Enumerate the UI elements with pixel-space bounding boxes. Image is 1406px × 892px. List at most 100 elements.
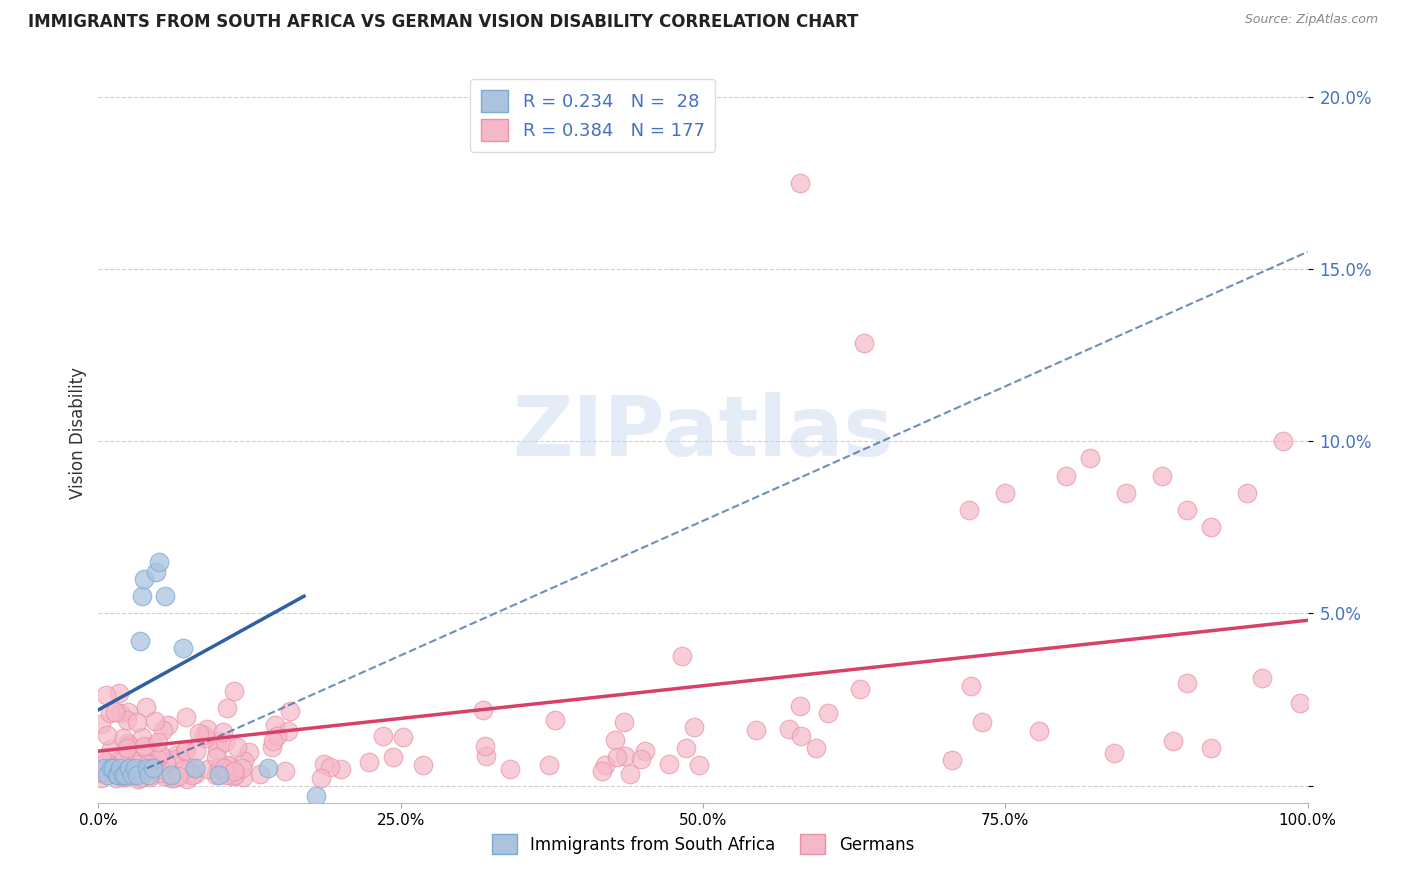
Point (658, 756, 681, 771)
Point (114, 768, 136, 782)
Point (146, 751, 169, 765)
Point (124, 768, 146, 782)
Point (538, 757, 561, 772)
Point (593, 758, 616, 772)
Point (153, 589, 176, 603)
Point (778, 722, 800, 736)
Point (136, 757, 159, 772)
Point (305, 789, 328, 803)
Point (94, 688, 117, 702)
Point (108, 761, 131, 775)
Point (139, 756, 162, 770)
Point (274, 764, 297, 778)
Point (163, 772, 186, 786)
Point (1102, 746, 1125, 760)
Point (121, 764, 143, 778)
Text: ZIPatlas: ZIPatlas (513, 392, 893, 473)
Point (209, 759, 232, 773)
Point (112, 752, 135, 766)
Point (91, 764, 114, 779)
Point (195, 722, 218, 736)
Point (156, 717, 179, 731)
Point (98, 706, 121, 721)
Point (148, 735, 170, 749)
Point (205, 742, 228, 756)
Point (148, 765, 170, 780)
Point (172, 640, 194, 655)
Point (124, 766, 146, 780)
Point (139, 770, 162, 784)
Text: Source: ZipAtlas.com: Source: ZipAtlas.com (1244, 13, 1378, 27)
Point (107, 768, 129, 782)
Point (260, 739, 283, 754)
Point (173, 762, 195, 776)
Point (688, 757, 710, 772)
Point (127, 768, 149, 782)
Point (127, 755, 149, 769)
Point (222, 683, 245, 698)
Point (193, 731, 215, 745)
Point (849, 681, 872, 696)
Point (1199, 740, 1222, 755)
Point (124, 764, 146, 778)
Point (111, 770, 134, 784)
Point (277, 724, 299, 739)
Point (1175, 676, 1198, 690)
Point (141, 761, 163, 775)
Point (1272, 434, 1295, 449)
Point (127, 772, 149, 786)
Point (957, 503, 980, 517)
Point (180, 768, 202, 782)
Point (135, 699, 157, 714)
Point (1161, 734, 1184, 748)
Point (165, 747, 187, 762)
Point (90, 771, 112, 785)
Point (100, 742, 122, 756)
Point (108, 756, 131, 771)
Point (318, 760, 340, 774)
Point (249, 767, 271, 781)
Point (142, 761, 165, 775)
Point (135, 758, 157, 772)
Point (105, 771, 128, 785)
Point (231, 761, 253, 775)
Point (1236, 486, 1258, 500)
Y-axis label: Vision Disability: Vision Disability (69, 367, 87, 499)
Point (174, 710, 197, 724)
Point (124, 757, 146, 772)
Point (214, 735, 236, 749)
Point (994, 486, 1017, 500)
Point (149, 747, 172, 761)
Point (117, 738, 139, 752)
Point (357, 755, 380, 769)
Point (112, 731, 135, 745)
Point (153, 769, 176, 783)
Point (111, 763, 134, 777)
Point (110, 706, 132, 720)
Point (108, 753, 131, 767)
Point (474, 739, 496, 753)
Point (233, 754, 256, 768)
Point (128, 634, 150, 648)
Point (124, 761, 146, 775)
Point (544, 714, 567, 728)
Point (1078, 451, 1101, 466)
Point (96, 728, 118, 742)
Point (122, 764, 145, 779)
Point (266, 729, 288, 743)
Point (683, 720, 706, 734)
Point (330, 762, 353, 776)
Point (217, 758, 239, 772)
Point (789, 699, 811, 714)
Point (498, 762, 520, 776)
Point (129, 770, 152, 784)
Point (193, 728, 215, 742)
Point (115, 736, 138, 750)
Point (392, 730, 415, 744)
Point (104, 706, 127, 720)
Point (804, 741, 827, 756)
Point (205, 733, 228, 747)
Point (634, 744, 657, 758)
Point (134, 741, 156, 756)
Point (148, 555, 170, 569)
